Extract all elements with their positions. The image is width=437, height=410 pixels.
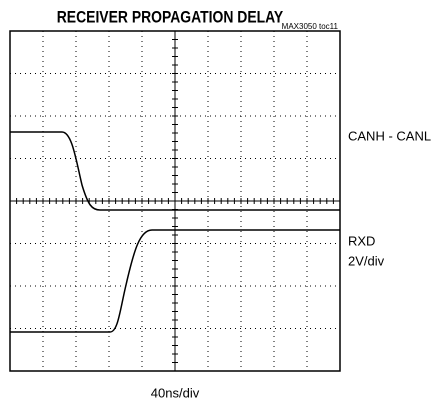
rxd-trace (10, 229, 340, 333)
trace-scale: 2V/div (348, 253, 385, 268)
canh-canl-trace (10, 131, 340, 211)
trace-label: RXD (348, 233, 375, 248)
figure-title: RECEIVER PROPAGATION DELAY (57, 8, 284, 27)
figure-id: MAX3050 toc11 (282, 22, 339, 31)
scope-grid (9, 30, 341, 372)
trace-label: CANH - CANL (348, 128, 431, 143)
scope-frame (9, 30, 341, 372)
time-scale: 40ns/div (151, 385, 200, 400)
